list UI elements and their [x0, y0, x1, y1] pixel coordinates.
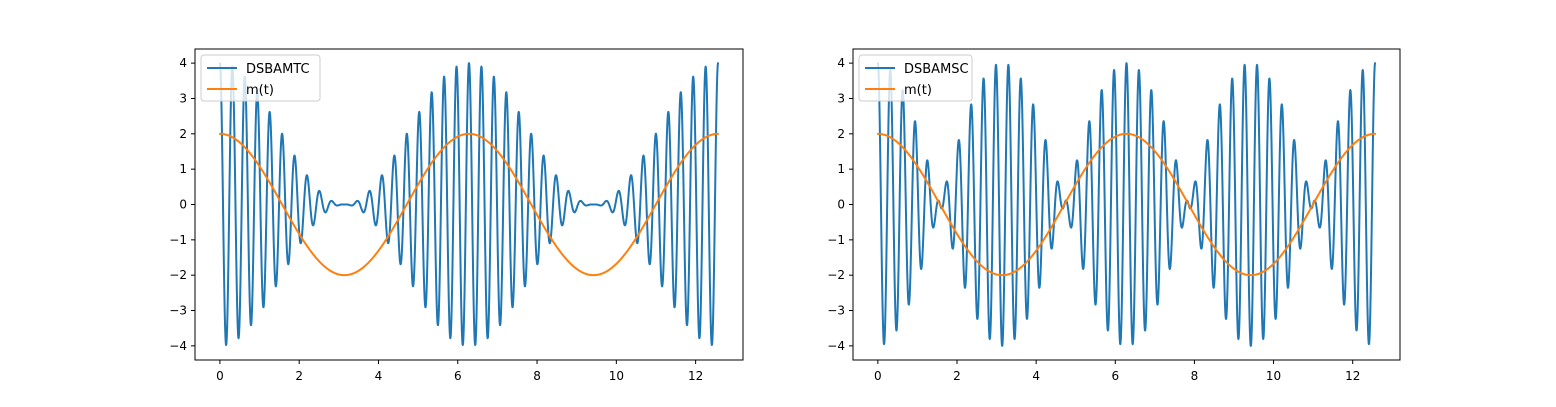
x-tick-label: 4 [1032, 369, 1040, 383]
x-tick-label: 2 [295, 369, 303, 383]
legend-label-dsbamtc: DSBAMTC [246, 62, 310, 77]
y-tick-label: −4 [827, 339, 845, 353]
legend: DSBAMTC m(t) [200, 54, 321, 102]
legend-label-m-t: m(t) [246, 83, 274, 98]
y-tick-label: 4 [179, 56, 187, 70]
y-tick-label: 4 [837, 56, 845, 70]
x-axis-ticks: 0 2 4 6 8 10 12 [216, 360, 703, 383]
x-tick-label: 4 [375, 369, 383, 383]
legend-label-dsbamsc: DSBAMSC [904, 62, 969, 77]
x-tick-label: 6 [1111, 369, 1119, 383]
y-tick-label: −1 [169, 233, 187, 247]
legend: DSBAMSC m(t) [858, 54, 973, 102]
x-tick-label: 2 [953, 369, 961, 383]
y-tick-label: 0 [837, 198, 845, 212]
y-tick-label: −3 [169, 304, 187, 318]
y-tick-label: −2 [169, 268, 187, 282]
x-tick-label: 6 [454, 369, 462, 383]
x-tick-label: 0 [874, 369, 882, 383]
y-tick-label: −4 [169, 339, 187, 353]
y-tick-label: 0 [179, 198, 187, 212]
series-line-dsbamsc [876, 62, 1377, 347]
x-tick-label: 0 [216, 369, 224, 383]
x-tick-label: 12 [1345, 369, 1360, 383]
series-line-m-t [876, 132, 1377, 277]
y-axis-ticks: −4 −3 −2 −1 0 1 2 3 4 [827, 56, 853, 353]
y-tick-label: −1 [827, 233, 845, 247]
plot-area [876, 62, 1377, 347]
y-tick-label: 2 [837, 127, 845, 141]
x-tick-label: 8 [533, 369, 541, 383]
y-tick-label: 2 [179, 127, 187, 141]
series-line-m-t [218, 132, 720, 277]
y-tick-label: −3 [827, 304, 845, 318]
legend-label-m-t: m(t) [904, 83, 932, 98]
plot-area [218, 62, 720, 346]
x-tick-label: 8 [1191, 369, 1199, 383]
series-line-dsbamtc [218, 62, 720, 346]
x-axis-ticks: 0 2 4 6 8 10 12 [874, 360, 1360, 383]
y-tick-label: 3 [837, 91, 845, 105]
y-tick-label: 3 [179, 91, 187, 105]
x-tick-label: 10 [1266, 369, 1281, 383]
x-tick-label: 12 [688, 369, 703, 383]
y-axis-ticks: −4 −3 −2 −1 0 1 2 3 4 [169, 56, 195, 353]
x-tick-label: 10 [609, 369, 624, 383]
y-tick-label: −2 [827, 268, 845, 282]
y-tick-label: 1 [837, 162, 845, 176]
y-tick-label: 1 [179, 162, 187, 176]
